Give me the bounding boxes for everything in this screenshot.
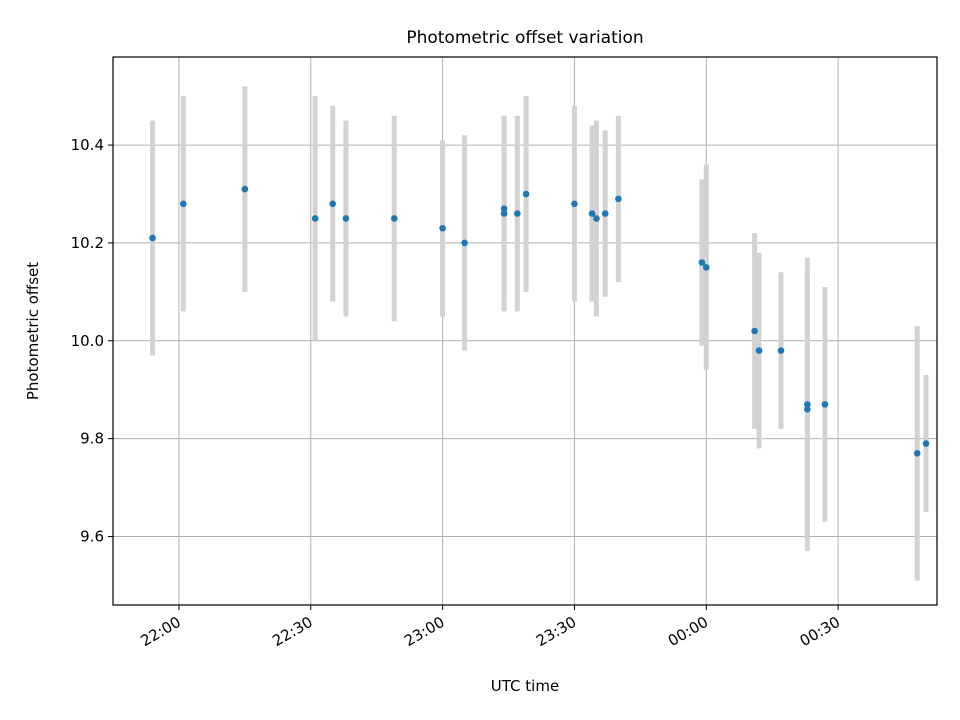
data-point [461,239,468,247]
data-point [439,224,446,232]
data-point [149,234,156,242]
data-point [702,264,710,271]
data-point [514,210,521,217]
chart-title: Photometric offset variation [406,28,643,48]
data-point [615,195,622,203]
y-axis-label: Photometric offset [24,262,42,400]
y-tick-label: 10.4 [71,136,104,154]
data-point [777,347,785,354]
data-point [571,200,578,208]
x-axis-label: UTC time [491,677,559,695]
data-point [588,210,596,217]
data-point [500,210,508,217]
data-point [804,401,811,408]
data-point [500,205,508,212]
y-tick-label: 9.8 [80,430,104,448]
data-point [180,200,187,208]
data-point [913,450,921,457]
data-point [821,401,829,408]
data-point [698,259,706,266]
data-point [593,215,600,222]
data-point [342,215,350,222]
data-point [922,440,930,447]
data-point [390,215,398,222]
y-tick-label: 9.6 [80,528,104,546]
data-point [311,215,319,222]
data-point [522,190,530,198]
data-points [149,185,930,457]
y-tick-label: 10.0 [71,332,104,350]
y-axis-ticks: 9.6 9.8 10.0 10.2 10.4 [71,136,113,546]
data-point [755,347,763,354]
data-point [804,405,811,413]
data-point [601,210,609,217]
data-point [751,327,758,335]
plot-frame [112,56,938,606]
data-point [241,185,249,193]
y-tick-label: 10.2 [71,234,104,252]
data-point [329,200,337,208]
